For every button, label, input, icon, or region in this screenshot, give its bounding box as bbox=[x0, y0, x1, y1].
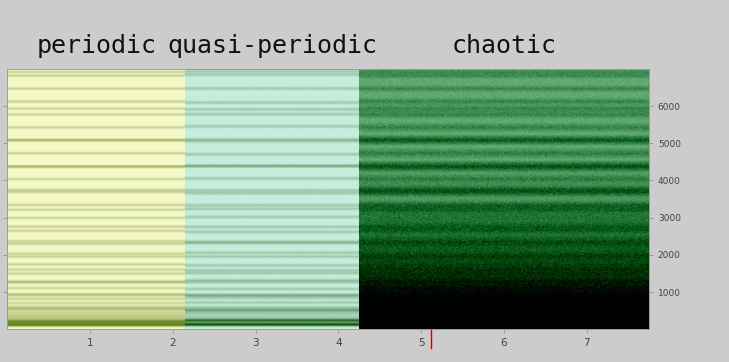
Text: quasi-periodic: quasi-periodic bbox=[167, 34, 377, 58]
Text: chaotic: chaotic bbox=[451, 34, 556, 58]
Text: periodic: periodic bbox=[36, 34, 156, 58]
